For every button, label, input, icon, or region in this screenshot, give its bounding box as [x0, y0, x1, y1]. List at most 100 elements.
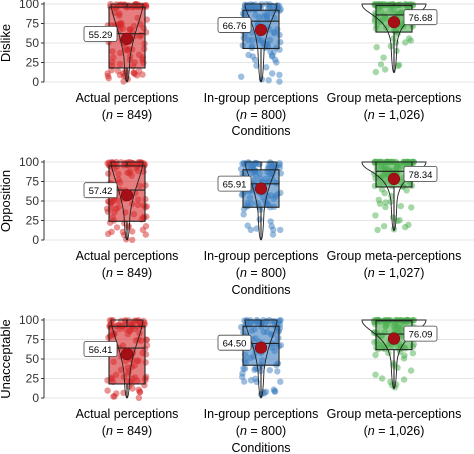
mean-value-label: 56.41 [89, 345, 113, 356]
data-point [380, 223, 388, 230]
data-point [110, 393, 117, 400]
data-point [241, 378, 248, 385]
n-value: = 1,027 [378, 266, 420, 280]
mean-label-box [83, 341, 118, 357]
n-symbol: n [368, 266, 375, 280]
y-tick-label: 100 [19, 0, 39, 11]
data-point [142, 223, 150, 230]
category-label: In-group perceptions [204, 91, 319, 105]
mean-value-label: 55.29 [89, 30, 113, 41]
category-3: 76.09 Group meta-perceptions (n = 1,026) [327, 316, 461, 438]
data-point [130, 69, 137, 77]
panel-1: 0 25 50 75 100 Dislike 55.29 Actual perceptions… [0, 0, 474, 138]
data-point [269, 2, 276, 10]
y-tick-label: 100 [19, 155, 39, 169]
paren-close: ) [420, 266, 424, 280]
y-tick-label: 0 [32, 391, 39, 405]
data-point [252, 56, 259, 64]
n-value: = 800 [250, 424, 282, 438]
data-point [380, 54, 387, 61]
data-point [108, 228, 115, 235]
violin-outline [244, 161, 278, 241]
paren-open: ( [364, 266, 369, 280]
data-point [407, 367, 415, 374]
mean-marker [387, 16, 401, 29]
data-point [408, 204, 415, 211]
mean-value-label: 78.34 [409, 170, 433, 181]
data-point [375, 196, 382, 203]
data-point [381, 66, 389, 73]
category-1: 57.42 Actual perceptions (n = 849) [76, 158, 178, 280]
category-n-label: (n = 849) [102, 266, 152, 280]
mean-label-box [403, 165, 438, 182]
data-point [372, 68, 379, 76]
data-point [238, 73, 245, 80]
data-point [381, 189, 388, 197]
category-n-label: (n = 800) [236, 266, 286, 280]
paren-open: ( [364, 424, 369, 438]
data-point [407, 37, 414, 44]
data-point [244, 222, 251, 229]
panel-2: 0 25 50 75 100 Opposition 57.42 Actual percepti… [0, 155, 474, 297]
violin-outline [244, 3, 278, 83]
paren-open: ( [236, 266, 241, 280]
data-point [116, 71, 124, 79]
data-point [274, 368, 281, 375]
mean-value-label: 57.42 [89, 186, 113, 197]
paren-open: ( [102, 424, 107, 438]
data-point [394, 217, 401, 225]
category-n-label: (n = 849) [102, 424, 152, 438]
paren-close: ) [282, 266, 286, 280]
category-label: Group meta-perceptions [327, 249, 462, 263]
mean-value-label: 76.09 [409, 330, 433, 341]
y-axis-label: Dislike [0, 24, 13, 62]
mean-value-label: 65.91 [223, 180, 247, 191]
category-1: 55.29 Actual perceptions (n = 849) [76, 0, 178, 122]
data-point [129, 236, 136, 244]
n-symbol: n [240, 266, 247, 280]
data-point [105, 75, 112, 82]
n-value: = 849 [116, 424, 148, 438]
data-point [373, 44, 380, 51]
mean-label-box [217, 175, 252, 192]
violin-outline [244, 319, 278, 399]
paren-close: ) [282, 424, 286, 438]
data-point [135, 67, 143, 75]
mean-label-box [403, 9, 438, 26]
data-point [104, 70, 111, 77]
mean-marker [254, 23, 268, 37]
violin-outline [110, 3, 144, 83]
mean-marker [120, 347, 134, 361]
data-point [409, 350, 417, 357]
paren-close: ) [148, 266, 152, 280]
data-point [269, 53, 276, 60]
mean-marker [387, 172, 401, 185]
data-point [377, 61, 385, 68]
category-n-label: (n = 1,026) [364, 108, 425, 122]
n-value: = 1,026 [378, 108, 420, 122]
data-point [263, 318, 270, 325]
data-point [271, 388, 278, 395]
y-axis-label: Unacceptable [0, 319, 13, 399]
data-point [253, 225, 260, 232]
mean-marker [120, 32, 134, 45]
data-point [276, 78, 283, 85]
paren-close: ) [420, 108, 424, 122]
data-point [240, 365, 247, 372]
mean-marker [254, 182, 268, 195]
paren-open: ( [236, 108, 241, 122]
paren-close: ) [282, 108, 286, 122]
y-tick-label: 75 [26, 333, 40, 347]
mean-value-label: 64.50 [223, 339, 247, 350]
y-tick-label: 0 [32, 233, 39, 247]
n-value: = 800 [250, 266, 282, 280]
data-point [239, 370, 246, 377]
n-value: = 849 [116, 266, 148, 280]
category-2: 66.76 In-group perceptions (n = 800) [204, 0, 319, 122]
data-point [382, 203, 389, 211]
data-point [131, 317, 138, 324]
data-point [402, 39, 409, 46]
paren-open: ( [102, 266, 107, 280]
data-point [397, 202, 404, 210]
